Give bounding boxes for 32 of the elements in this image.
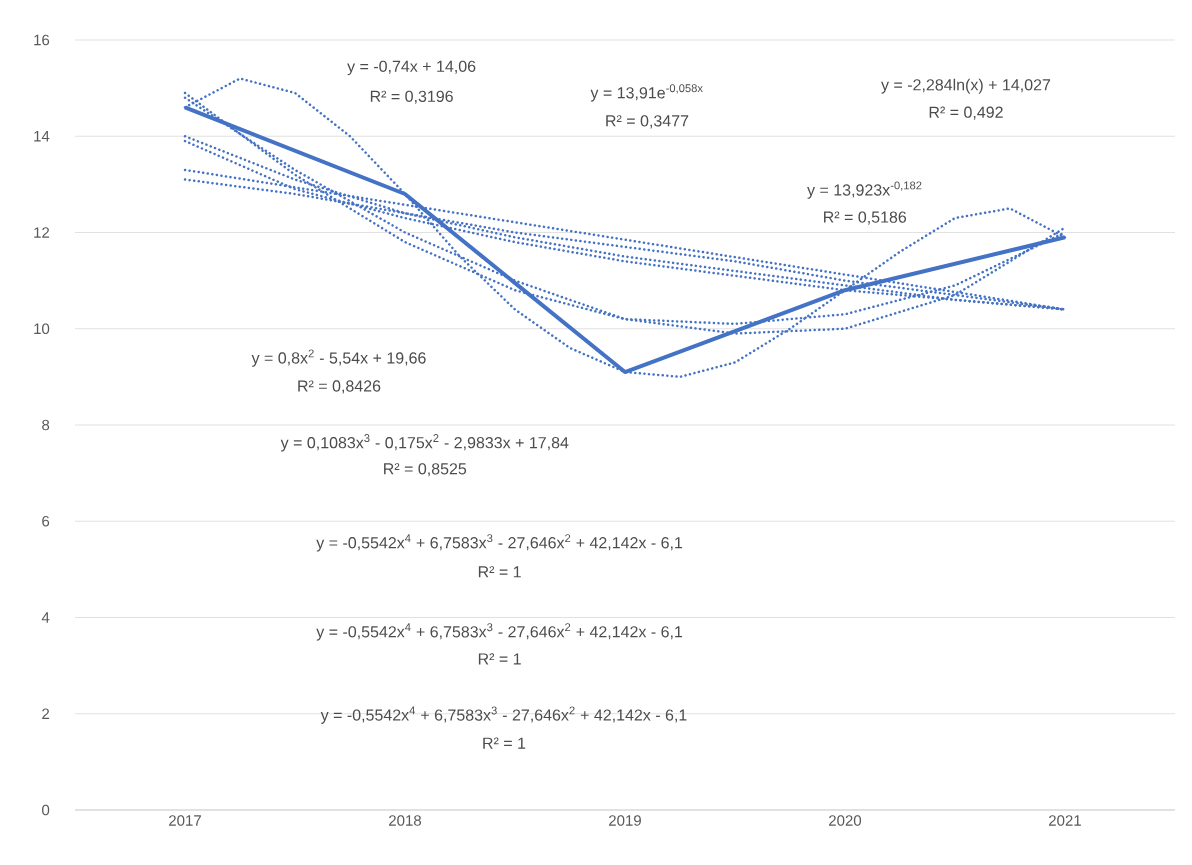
annotation: y = 0,1083x$^{3}$ - 0,175x$^{2}$ - 2,9833x + 17,84: [280, 434, 569, 452]
annotation: y = -2,284ln(x) + 14,027: [881, 78, 1051, 94]
x-tick-label: 2018: [389, 815, 422, 826]
annotation: y = 13,91e$^{-0,058x}$: [590, 84, 703, 102]
annotation: y = 13,923x$^{-0,182}$: [807, 181, 922, 199]
annotation: R² = 0,492: [929, 106, 1003, 120]
y-tick-label: 12: [34, 227, 50, 238]
x-tick-label: 2017: [169, 815, 201, 826]
y-tick-label: 14: [34, 131, 50, 142]
annotation: R² = 1: [483, 737, 526, 749]
annotation: y = -0,5542x$^{4}$ + 6,7583x$^{3}$ - 27,646x$^{2}$ + 42,142x - 6,1: [316, 534, 683, 552]
y-tick-label: 6: [42, 515, 50, 527]
x-tick-label: 2020: [829, 815, 862, 826]
annotation: y = -0,5542x$^{4}$ + 6,7583x$^{3}$ - 27,646x$^{2}$ + 42,142x - 6,1: [316, 623, 683, 641]
annotation: R² = 0,5186: [824, 211, 907, 225]
x-tick-label: 2019: [609, 815, 641, 826]
y-tick-label: 4: [41, 612, 50, 623]
y-tick-label: 2: [42, 708, 50, 719]
annotation: R² = 1: [478, 566, 521, 578]
annotation: R² = 0,8426: [298, 380, 381, 394]
annotation: y = -0,5542x$^{4}$ + 6,7583x$^{3}$ - 27,646x$^{2}$ + 42,142x - 6,1: [320, 706, 687, 724]
y-tick-label: 10: [34, 323, 50, 335]
x-tick-label: 2021: [1049, 815, 1081, 826]
annotation: y = -0,74x + 14,06: [347, 60, 476, 76]
annotation: y = 0,8x$^{2}$ - 5,54x + 19,66: [251, 349, 426, 367]
annotation: R² = 1: [478, 653, 521, 665]
annotation: R² = 0,3477: [606, 115, 689, 129]
annotation: R² = 0,8525: [384, 463, 467, 477]
y-tick-label: 16: [34, 34, 50, 46]
y-tick-label: 0: [42, 804, 50, 816]
annotation: R² = 0,3196: [370, 90, 453, 104]
y-tick-label: 8: [42, 419, 50, 431]
